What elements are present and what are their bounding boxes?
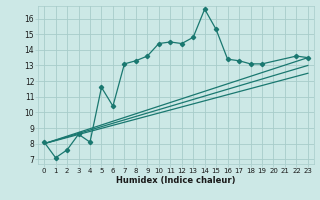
X-axis label: Humidex (Indice chaleur): Humidex (Indice chaleur) [116,176,236,185]
